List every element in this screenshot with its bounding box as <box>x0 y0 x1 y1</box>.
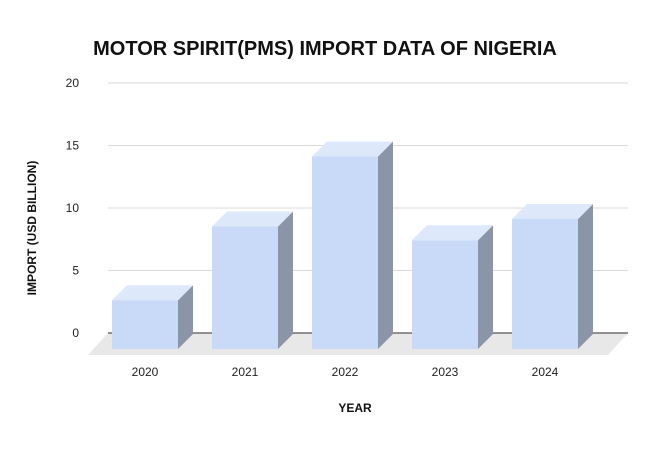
bar-side <box>178 285 193 349</box>
bars <box>112 141 593 349</box>
bar-side <box>378 141 393 349</box>
bar-front <box>512 219 578 349</box>
bar-side <box>478 225 493 349</box>
bar-side <box>278 211 293 349</box>
x-tick-labels: 2020 2021 2022 2023 2024 <box>132 365 559 379</box>
x-tick-label: 2021 <box>232 365 259 379</box>
y-tick-label: 5 <box>72 264 79 278</box>
y-tick-label: 15 <box>66 139 80 153</box>
bar-top <box>512 204 593 219</box>
bar-front <box>412 240 478 349</box>
bar <box>112 285 193 349</box>
bar-top <box>312 141 393 157</box>
bar <box>212 211 293 349</box>
bar <box>412 225 493 349</box>
bar-front <box>212 226 278 349</box>
x-tick-label: 2023 <box>432 365 459 379</box>
x-axis-title: YEAR <box>338 401 372 415</box>
y-axis-title: IMPORT (USD BILLION) <box>25 161 39 296</box>
y-tick-label: 20 <box>66 76 80 90</box>
chart-title: MOTOR SPIRIT(PMS) IMPORT DATA OF NIGERIA <box>93 38 557 60</box>
bar-front <box>112 300 178 349</box>
y-tick-labels: 0 5 10 15 20 <box>66 76 80 340</box>
bar <box>312 141 393 349</box>
bar-top <box>112 285 193 301</box>
y-tick-label: 0 <box>72 326 79 340</box>
bar <box>512 204 593 349</box>
bar-side <box>578 204 593 349</box>
bar-front <box>312 156 378 349</box>
x-tick-label: 2022 <box>332 365 359 379</box>
x-tick-label: 2020 <box>132 365 159 379</box>
y-tick-label: 10 <box>66 201 80 215</box>
x-tick-label: 2024 <box>532 365 559 379</box>
bar-top <box>412 225 493 241</box>
bar-top <box>212 211 293 227</box>
